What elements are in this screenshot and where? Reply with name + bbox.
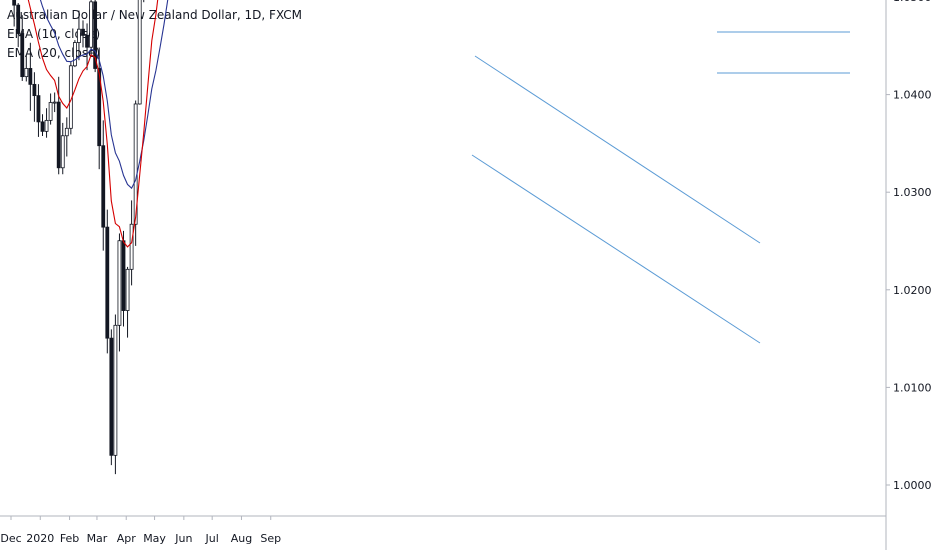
x-tick-label: 2020 <box>26 532 54 545</box>
candle-body <box>60 135 65 169</box>
candle-body <box>113 324 118 456</box>
candle-body <box>56 101 61 169</box>
x-tick-label: Feb <box>60 532 79 545</box>
channel-lower-line[interactable] <box>471 154 761 344</box>
candle-body <box>133 103 138 225</box>
y-tick-label: 1.00000 <box>893 479 932 492</box>
candle-body <box>85 35 89 48</box>
x-tick-label: Aug <box>231 532 252 545</box>
ema-20-line <box>39 0 169 190</box>
channel-upper-line[interactable] <box>474 55 761 244</box>
candle-body <box>117 240 122 326</box>
candle-body <box>121 240 126 311</box>
x-tick-label: Dec <box>0 532 21 545</box>
y-tick-label: 1.01000 <box>893 381 932 394</box>
candle-body <box>24 68 29 78</box>
candle-body <box>101 145 106 228</box>
candle-body <box>64 127 69 137</box>
candle-body <box>77 28 81 43</box>
x-tick-label: Mar <box>87 532 108 545</box>
x-tick-label: Jul <box>205 532 219 545</box>
y-tick-label: 1.04000 <box>893 89 932 102</box>
x-tick-label: Apr <box>117 532 137 545</box>
candle-body <box>89 1 93 48</box>
candle-body <box>73 42 77 67</box>
x-tick-label: Sep <box>260 532 281 545</box>
y-tick-label: 1.03000 <box>893 186 932 199</box>
ema-10-line <box>27 0 159 248</box>
indicator-ema10[interactable]: EMA (10, close) <box>7 27 101 41</box>
candle-body <box>40 121 45 132</box>
candle-body <box>36 95 41 123</box>
candle-body <box>12 0 17 6</box>
candle-body <box>81 28 85 36</box>
candle-body <box>93 1 98 69</box>
candle-body <box>129 223 134 270</box>
candle-body <box>44 119 49 132</box>
candle-body <box>52 101 57 104</box>
y-tick-label: 1.02000 <box>893 284 932 297</box>
x-tick-label: Jun <box>174 532 192 545</box>
x-tick-label: May <box>143 532 166 545</box>
candle-body <box>137 0 142 105</box>
y-tick-label: 1.05000 <box>893 0 932 4</box>
candle-body <box>16 4 21 34</box>
candle-body <box>28 68 33 85</box>
candle-body <box>48 102 53 121</box>
candle-body <box>20 33 25 78</box>
candle-body <box>97 68 102 147</box>
candle-body <box>109 337 114 456</box>
candle-body <box>105 226 110 339</box>
symbol-title[interactable]: Australian Dollar / New Zealand Dollar, … <box>7 8 303 22</box>
candle-body <box>32 83 37 97</box>
candle-body <box>125 268 130 311</box>
